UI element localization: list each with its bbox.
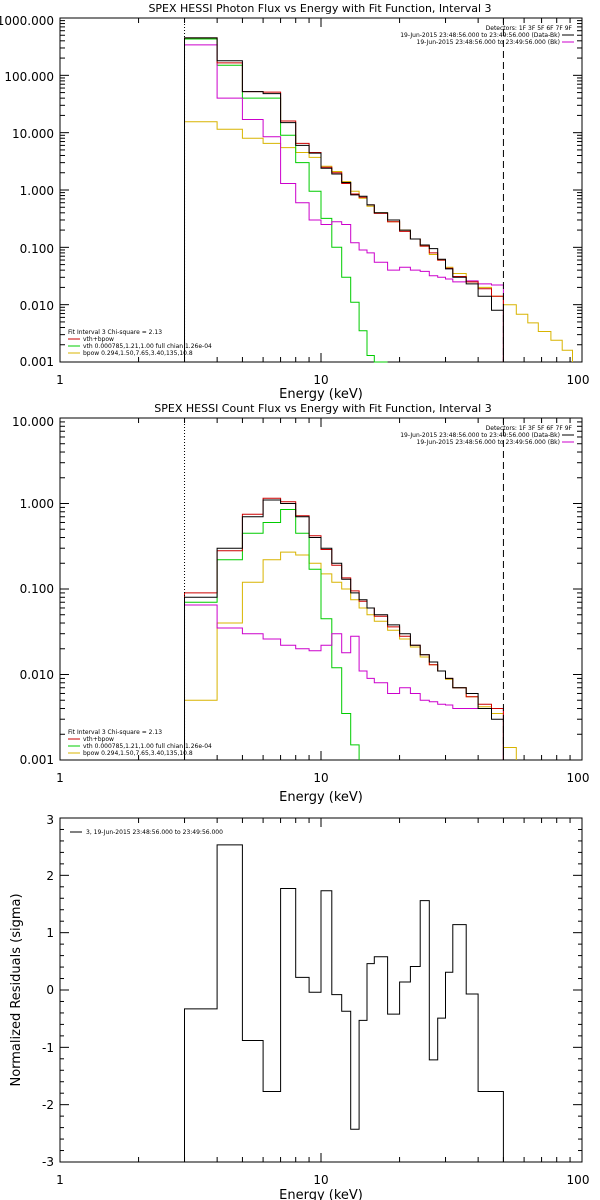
photon-x-tick-label: 1 — [56, 373, 64, 387]
count-y-tick-label: 1.000 — [20, 497, 54, 511]
residuals-y-tick-label: -1 — [42, 1041, 54, 1055]
count-y-tick-label: 0.001 — [20, 753, 54, 767]
photon-series-background — [184, 44, 504, 362]
count-legend-bpow: bpow 0.294,1.50,7.65,3.40,135,10.8 — [83, 750, 193, 757]
count-series-group — [184, 497, 517, 760]
photon-series-vth — [184, 38, 388, 363]
photon-legend-vth: vth 0.000785,1.21,1.00 full chian 1.26e-… — [83, 343, 212, 350]
count-legend-detectors: Detectors: 1F 3F 5F 6F 7F 9F — [486, 425, 573, 432]
residuals-x-axis-label: Energy (keV) — [279, 1188, 363, 1200]
count-tick-marks — [59, 417, 583, 761]
photon-y-tick-label: 1000.000 — [0, 14, 54, 28]
count-series-data — [184, 499, 504, 760]
photon-y-tick-label: 0.010 — [20, 299, 54, 313]
count-x-axis-label: Energy (keV) — [279, 790, 363, 805]
photon-chart-title: SPEX HESSI Photon Flux vs Energy with Fi… — [148, 2, 491, 15]
count-y-tick-label: 10.000 — [12, 415, 54, 429]
residuals-y-tick-label: 2 — [46, 869, 54, 883]
count-legend-vth-bpow: vth+bpow — [83, 736, 114, 743]
count-flux-panel: SPEX HESSI Count Flux vs Energy with Fit… — [12, 402, 589, 805]
count-legend-data: 19-Jun-2015 23:48:56.000 to 23:49:56.000… — [400, 432, 560, 439]
photon-y-tick-label: 0.001 — [20, 355, 54, 369]
photon-legend-data: 19-Jun-2015 23:48:56.000 to 23:49:56.000… — [400, 32, 560, 39]
photon-tick-marks — [59, 17, 583, 363]
photon-series-vth-bpow — [184, 37, 504, 362]
count-x-tick-label: 1 — [56, 771, 64, 785]
count-y-tick-label: 0.100 — [20, 582, 54, 596]
residuals-y-tick-label: 3 — [46, 813, 54, 827]
count-series-vth — [184, 509, 360, 760]
photon-legend-vth-bpow: vth+bpow — [83, 336, 114, 343]
photon-fit-range-lines — [184, 18, 504, 362]
residuals-x-tick-label: 100 — [567, 1173, 590, 1187]
residuals-y-axis-label: Normalized Residuals (sigma) — [9, 893, 24, 1086]
photon-series-data — [184, 37, 504, 362]
count-legend-vth: vth 0.000785,1.21,1.00 full chian 1.26e-… — [83, 743, 212, 750]
count-series-vth-bpow — [184, 497, 504, 760]
photon-y-tick-label: 1.000 — [20, 184, 54, 198]
photon-x-tick-label: 100 — [567, 373, 590, 387]
photon-flux-panel: SPEX HESSI Photon Flux vs Energy with Fi… — [0, 2, 589, 402]
count-chart-title: SPEX HESSI Count Flux vs Energy with Fit… — [154, 402, 491, 415]
photon-y-tick-label: 10.000 — [12, 127, 54, 141]
residuals-legend-interval: 3, 19-Jun-2015 23:48:56.000 to 23:49:56.… — [86, 829, 223, 836]
count-y-tick-label: 0.010 — [20, 668, 54, 682]
photon-legend-bpow: bpow 0.294,1.50,7.65,3.40,135,10.8 — [83, 350, 193, 357]
count-x-tick-label: 10 — [313, 771, 328, 785]
residuals-y-tick-label: -3 — [42, 1155, 54, 1169]
photon-series-group — [184, 37, 573, 363]
residuals-panel: -3 -2 -1 0 1 2 3 1 10 100 Energy (keV) N… — [9, 813, 589, 1200]
count-fit-range-lines — [184, 418, 504, 760]
residuals-series-group — [184, 844, 504, 1162]
residuals-x-tick-label: 1 — [56, 1173, 64, 1187]
photon-x-axis-label: Energy (keV) — [279, 387, 363, 402]
residuals-y-tick-label: 0 — [46, 983, 54, 997]
residuals-x-tick-label: 10 — [313, 1173, 328, 1187]
photon-legend-background: 19-Jun-2015 23:48:56.000 to 23:49:56.000… — [417, 39, 560, 46]
count-legend-background: 19-Jun-2015 23:48:56.000 to 23:49:56.000… — [417, 439, 560, 446]
count-x-tick-label: 100 — [567, 771, 590, 785]
photon-y-tick-label: 100.000 — [4, 70, 54, 84]
photon-x-tick-label: 10 — [313, 373, 328, 387]
photon-y-tick-label: 0.100 — [20, 242, 54, 256]
photon-series-bpow — [184, 121, 573, 362]
residuals-y-tick-label: -2 — [42, 1098, 54, 1112]
residuals-series-residual — [184, 844, 504, 1162]
count-legend-chi-square: Fit Interval 3 Chi-square = 2.13 — [68, 729, 162, 736]
photon-legend-detectors: Detectors: 1F 3F 5F 6F 7F 9F — [486, 25, 573, 32]
photon-legend-chi-square: Fit Interval 3 Chi-square = 2.13 — [68, 329, 162, 336]
count-series-background — [184, 604, 504, 760]
residuals-y-tick-label: 1 — [46, 926, 54, 940]
